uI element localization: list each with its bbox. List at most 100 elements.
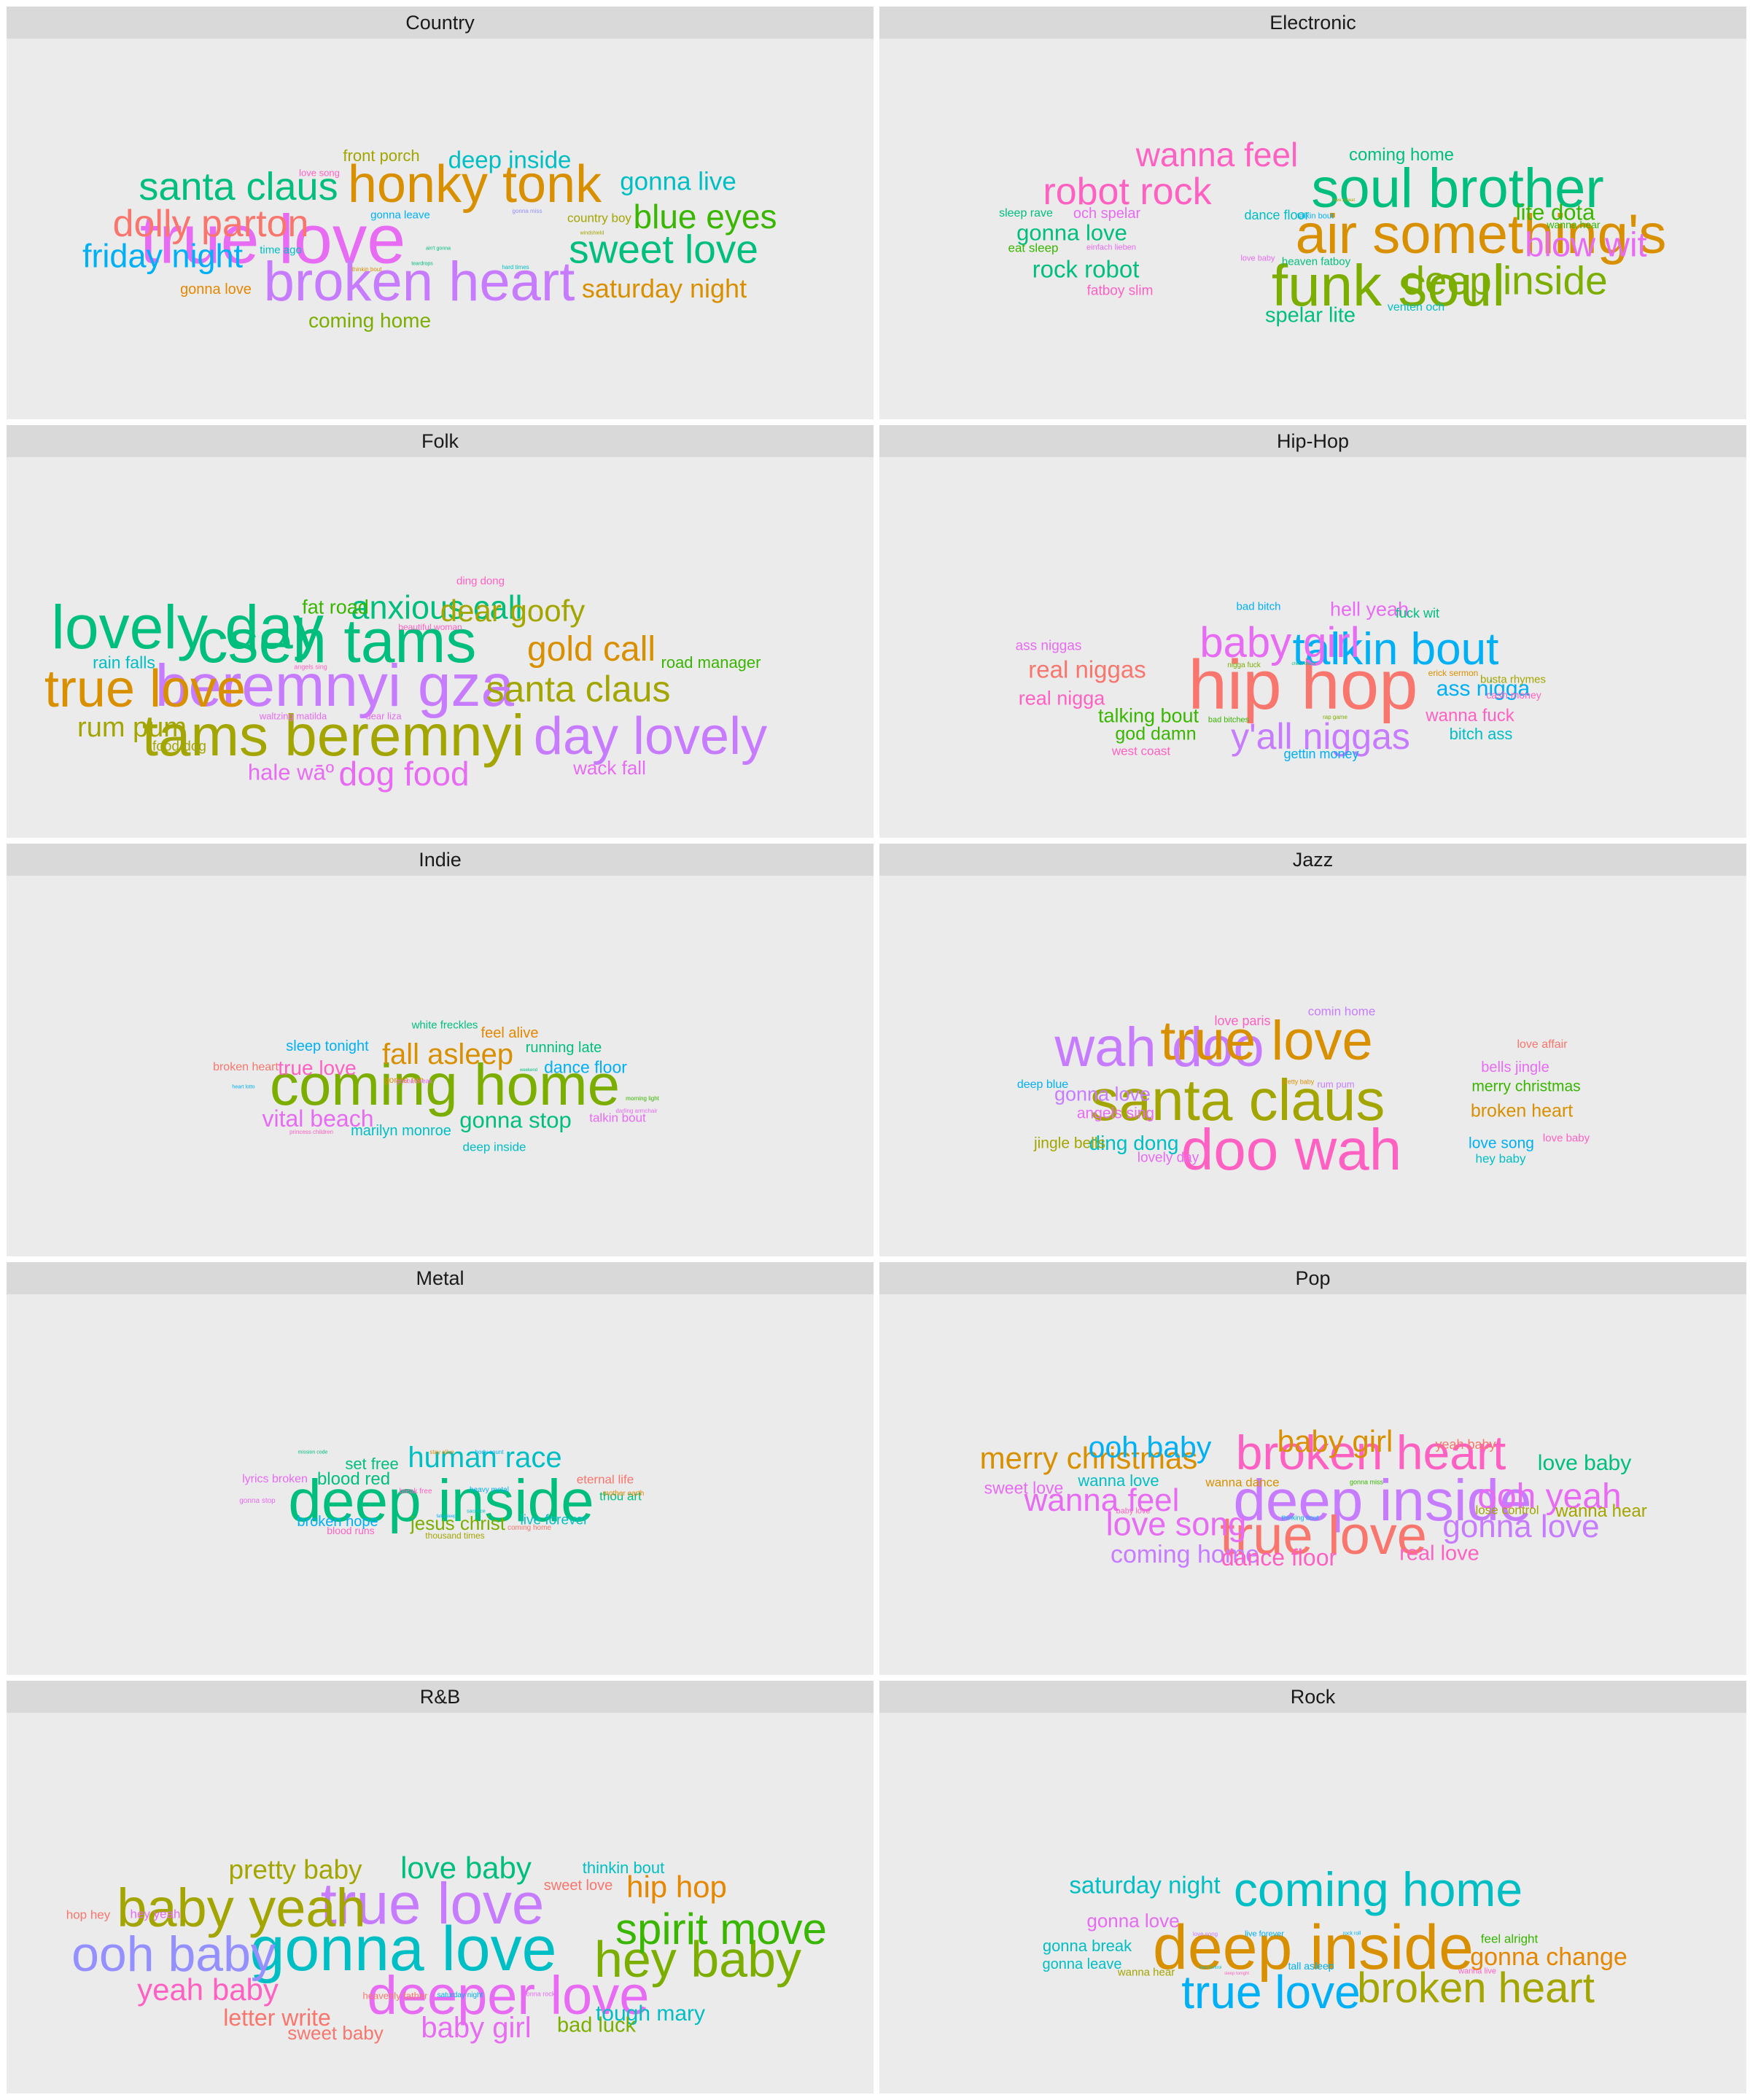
facet-title: Folk [421, 429, 459, 452]
word-wanna-hear: wanna hear [1547, 219, 1601, 230]
word-check-check: check check [1291, 662, 1316, 666]
word-love-song: love song [1192, 1931, 1218, 1937]
word-gonna-leave: gonna leave [1042, 1956, 1122, 1972]
facet-plot: doo wah santa claus wah doo true love ding d… [879, 876, 1746, 1256]
word-fat-road: fat road [302, 596, 369, 618]
word-true-love: true love [44, 660, 246, 718]
word-coming-home: coming home [1110, 1541, 1260, 1568]
word-ooh-baby: ooh baby [71, 1926, 276, 1982]
word-deep-inside: deep inside [1233, 1468, 1532, 1533]
word-thinking-bout: thinking bout [1281, 1514, 1319, 1522]
word-rain-falls: rain falls [93, 653, 155, 672]
facet-plot: deep inside human race jesus christ blood r… [7, 1294, 874, 1675]
word-true-love: true love [320, 1871, 545, 1936]
word-santa-claus: santa claus [486, 669, 671, 709]
word-deep-blue: deep blue [1016, 1078, 1069, 1091]
word-eat-sleep: eat sleep [1008, 241, 1059, 255]
facet-panel-metal: Metal deep inside human race jesus christ b… [7, 1262, 874, 1675]
facet-strip: Indie [7, 844, 874, 876]
word-broken-heart: broken heart [1235, 1426, 1506, 1479]
facet-plot: hip hop talkin bout baby girl y'all niggas r… [879, 457, 1746, 838]
word-deep-inside: deep inside [1153, 1913, 1474, 1983]
word-robot-rock: robot rock [1043, 171, 1212, 213]
word-fall-asleep: fall asleep [436, 1514, 456, 1519]
word-saturday-night: saturday night [1069, 1871, 1221, 1899]
word-yeah-baby: yeah baby [1435, 1437, 1496, 1452]
word-wanna-feel: wanna feel [1024, 1482, 1180, 1518]
word-coming-home: coming home [507, 1524, 552, 1532]
word-saturday-night: saturday night [437, 1991, 483, 1999]
word-teardrops: teardrops [411, 261, 433, 267]
word-sweet-love: sweet love [543, 1878, 613, 1894]
word-deep-inside: deep inside [1402, 257, 1608, 303]
word-princess-children: princess children [289, 1129, 334, 1135]
facet-strip: Folk [7, 425, 874, 457]
word-real-niggas: real niggas [1028, 656, 1146, 683]
word-cash-money: cash money [1486, 689, 1541, 701]
word-gonna-break: gonna break [395, 1077, 433, 1085]
word-nigga-fuck: nigga fuck [1227, 661, 1261, 669]
facet-plot: coming home fall asleep vital beach gonna s… [7, 876, 874, 1256]
word-broken-heart: broken heart [1357, 1964, 1595, 2012]
word-soul-brother: soul brother [1311, 158, 1604, 219]
word-broken-hope: broken hope [297, 1514, 378, 1530]
word-love-song: love song [1469, 1135, 1534, 1152]
word-deep-inside: deep inside [462, 1140, 526, 1154]
word-baby-girl: baby girl [1199, 619, 1360, 666]
word-gettin-money: gettin money [1283, 747, 1359, 761]
word-broken-heart: broken heart [1470, 1100, 1574, 1121]
word-feel-alright: feel alright [1480, 1932, 1539, 1946]
word-talkin-bout: talkin bout [1292, 624, 1499, 674]
word-live-forever: live forever [1245, 1929, 1284, 1939]
word-ass-niggas: ass niggas [1015, 638, 1082, 654]
word-wanna-hear: wanna hear [1555, 1501, 1647, 1521]
word-coming-home: coming home [308, 309, 432, 332]
word-broken-heart: broken heart [213, 1061, 279, 1073]
word-mother-earth: mother earth [602, 1490, 645, 1498]
word-gonna-love: gonna love [1442, 1509, 1600, 1544]
facet-panel-country: Country true love broken heart honky tonk s… [7, 7, 874, 419]
word-country-boy: country boy [567, 211, 631, 225]
word-hey-yeah: hey yeah [130, 1907, 181, 1921]
word-weekend: weekend [519, 1068, 538, 1073]
word-love-paris: love paris [1214, 1014, 1271, 1028]
word-love-baby: love baby [400, 1851, 532, 1885]
word-wanna-dance: wanna dance [1205, 1475, 1280, 1490]
facet-title: Rock [1290, 1685, 1336, 1708]
facet-strip: R&B [7, 1681, 874, 1713]
word-anxious-call: anxious call [351, 588, 523, 626]
facet-strip: Rock [879, 1681, 1746, 1713]
word-dolly-parton: dolly parton [112, 203, 309, 245]
word-true-love: true love [1160, 1010, 1373, 1072]
facet-strip: Electronic [879, 7, 1746, 39]
facet-plot: gonna love true love baby yeah deeper love h… [7, 1713, 874, 2093]
facet-title: Electronic [1269, 11, 1356, 34]
word-baby-love: baby love [1116, 1506, 1151, 1516]
word-busta-rhymes: busta rhymes [1479, 673, 1547, 686]
facet-panel-folk: Folk beremnyi gza cseh tams tams beremnyi l… [7, 425, 874, 838]
word-real-love: real love [1399, 1541, 1479, 1566]
word-thinkin-bout: thinkin bout [351, 266, 382, 273]
facet-strip: Jazz [879, 844, 1746, 876]
word-ain-t-gonna: ain't gonna [425, 246, 451, 252]
word-white-freckles: white freckles [411, 1019, 478, 1032]
word-gonna-stop: gonna stop [459, 1107, 572, 1133]
word-einfach-lieben: einfach lieben [1086, 243, 1136, 252]
word-wanna-live: wanna live [1458, 1967, 1496, 1976]
word-gonna-leave: gonna leave [370, 209, 430, 222]
word-bad-luck: bad luck [556, 2013, 637, 2037]
word-venten-och: venten och [1387, 301, 1445, 314]
word-ooh-yeah: ooh yeah [1477, 1477, 1622, 1516]
word-wanna-hear: wanna hear [1117, 1966, 1175, 1979]
word-merry-christmas: merry christmas [1471, 1078, 1581, 1095]
word-dear-liza: dear liza [365, 710, 402, 722]
facet-strip: Hip-Hop [879, 425, 1746, 457]
word-tough-mary: tough mary [595, 2002, 706, 2026]
facet-panel-rock: Rock deep inside coming home true love brok… [879, 1681, 1746, 2093]
word-rap-game: rap game [1323, 714, 1348, 720]
word-marilyn-monroe: marilyn monroe [351, 1123, 451, 1139]
word-thou-art: thou art [599, 1489, 642, 1504]
facet-plot: deep inside coming home true love broken he… [879, 1713, 1746, 2093]
word-live-forever: live forever [520, 1512, 588, 1528]
word-dear-goofy: dear goofy [440, 594, 586, 628]
